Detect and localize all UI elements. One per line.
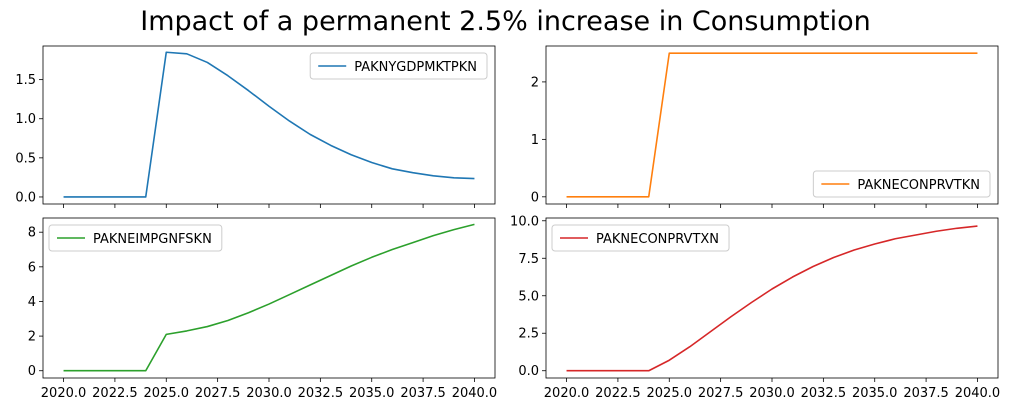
series-line-1 — [566, 225, 978, 372]
panel-3: 0 2 4 6 8 2020.0 2022.5 2025.0 2027.5 2030.0 2032.… — [28, 217, 498, 401]
x-tick-label: 2032.5 — [801, 386, 847, 401]
y-tick-label: 5.0 — [518, 289, 539, 304]
legend-box — [551, 224, 730, 252]
legend: PAKNECONPRVTKN — [812, 170, 991, 198]
legend-box — [48, 224, 223, 252]
y-tick-label: 0 — [28, 364, 36, 379]
x-tick-label: 2035.0 — [349, 386, 395, 401]
y-tick-label: 2 — [531, 75, 539, 90]
series-line-1 — [566, 52, 978, 198]
panel-2: 0 1 2 PAKNECONPRVTKN — [531, 45, 999, 208]
legend-label: PAKNEIMPGNFSKN — [93, 232, 212, 247]
x-tick-label: 2027.5 — [698, 386, 744, 401]
x-tick-label: 2030.0 — [246, 386, 292, 401]
x-tick-label: 2020.0 — [544, 386, 590, 401]
x-tick-label: 2032.5 — [298, 386, 344, 401]
x-tick-label: 2040.0 — [955, 386, 1001, 401]
legend-label: PAKNECONPRVTXN — [596, 232, 719, 247]
y-tick-label: 2 — [28, 330, 36, 345]
x-tick-label: 2035.0 — [852, 386, 898, 401]
y-tick-label: 0.0 — [518, 364, 539, 379]
y-tick-label: 0.0 — [15, 190, 36, 205]
legend: PAKNECONPRVTXN — [551, 224, 730, 252]
x-tick-label: 2037.5 — [400, 386, 446, 401]
legend-box — [812, 170, 991, 198]
series-line-1 — [63, 223, 475, 372]
y-tick-label: 0 — [531, 190, 539, 205]
figure-title: Impact of a permanent 2.5% increase in C… — [140, 6, 871, 37]
y-tick-label: 1 — [531, 133, 539, 148]
legend-label: PAKNYGDPMKTPKN — [354, 60, 477, 75]
legend: PAKNEIMPGNFSKN — [48, 224, 223, 252]
x-tick-label: 2025.0 — [144, 386, 190, 401]
legend: PAKNYGDPMKTPKN — [309, 52, 488, 80]
y-tick-label: 0.5 — [15, 151, 36, 166]
y-tick-label: 1.5 — [15, 73, 36, 88]
x-tick-label: 2027.5 — [195, 386, 241, 401]
y-tick-label: 1.0 — [15, 112, 36, 127]
x-tick-label: 2022.5 — [92, 386, 138, 401]
panel-1: 0.0 0.5 1.0 1.5 PAKNYGDPMKTPKN — [15, 45, 496, 208]
y-tick-label: 7.5 — [518, 252, 539, 267]
y-tick-label: 10.0 — [510, 214, 539, 229]
x-tick-label: 2020.0 — [41, 386, 87, 401]
y-tick-label: 2.5 — [518, 327, 539, 342]
x-tick-label: 2022.5 — [595, 386, 641, 401]
legend-box — [309, 52, 488, 80]
y-tick-label: 4 — [28, 295, 36, 310]
panel-4: 0.0 2.5 5.0 7.5 10.0 2020.0 2022.5 2025.0 2027.5… — [510, 214, 1000, 401]
y-tick-label: 8 — [28, 226, 36, 241]
y-tick-label: 6 — [28, 260, 36, 275]
x-tick-label: 2037.5 — [903, 386, 949, 401]
x-tick-label: 2040.0 — [452, 386, 498, 401]
x-tick-label: 2025.0 — [647, 386, 693, 401]
legend-label: PAKNECONPRVTKN — [857, 178, 980, 193]
x-tick-label: 2030.0 — [749, 386, 795, 401]
series-line-1 — [63, 51, 475, 198]
